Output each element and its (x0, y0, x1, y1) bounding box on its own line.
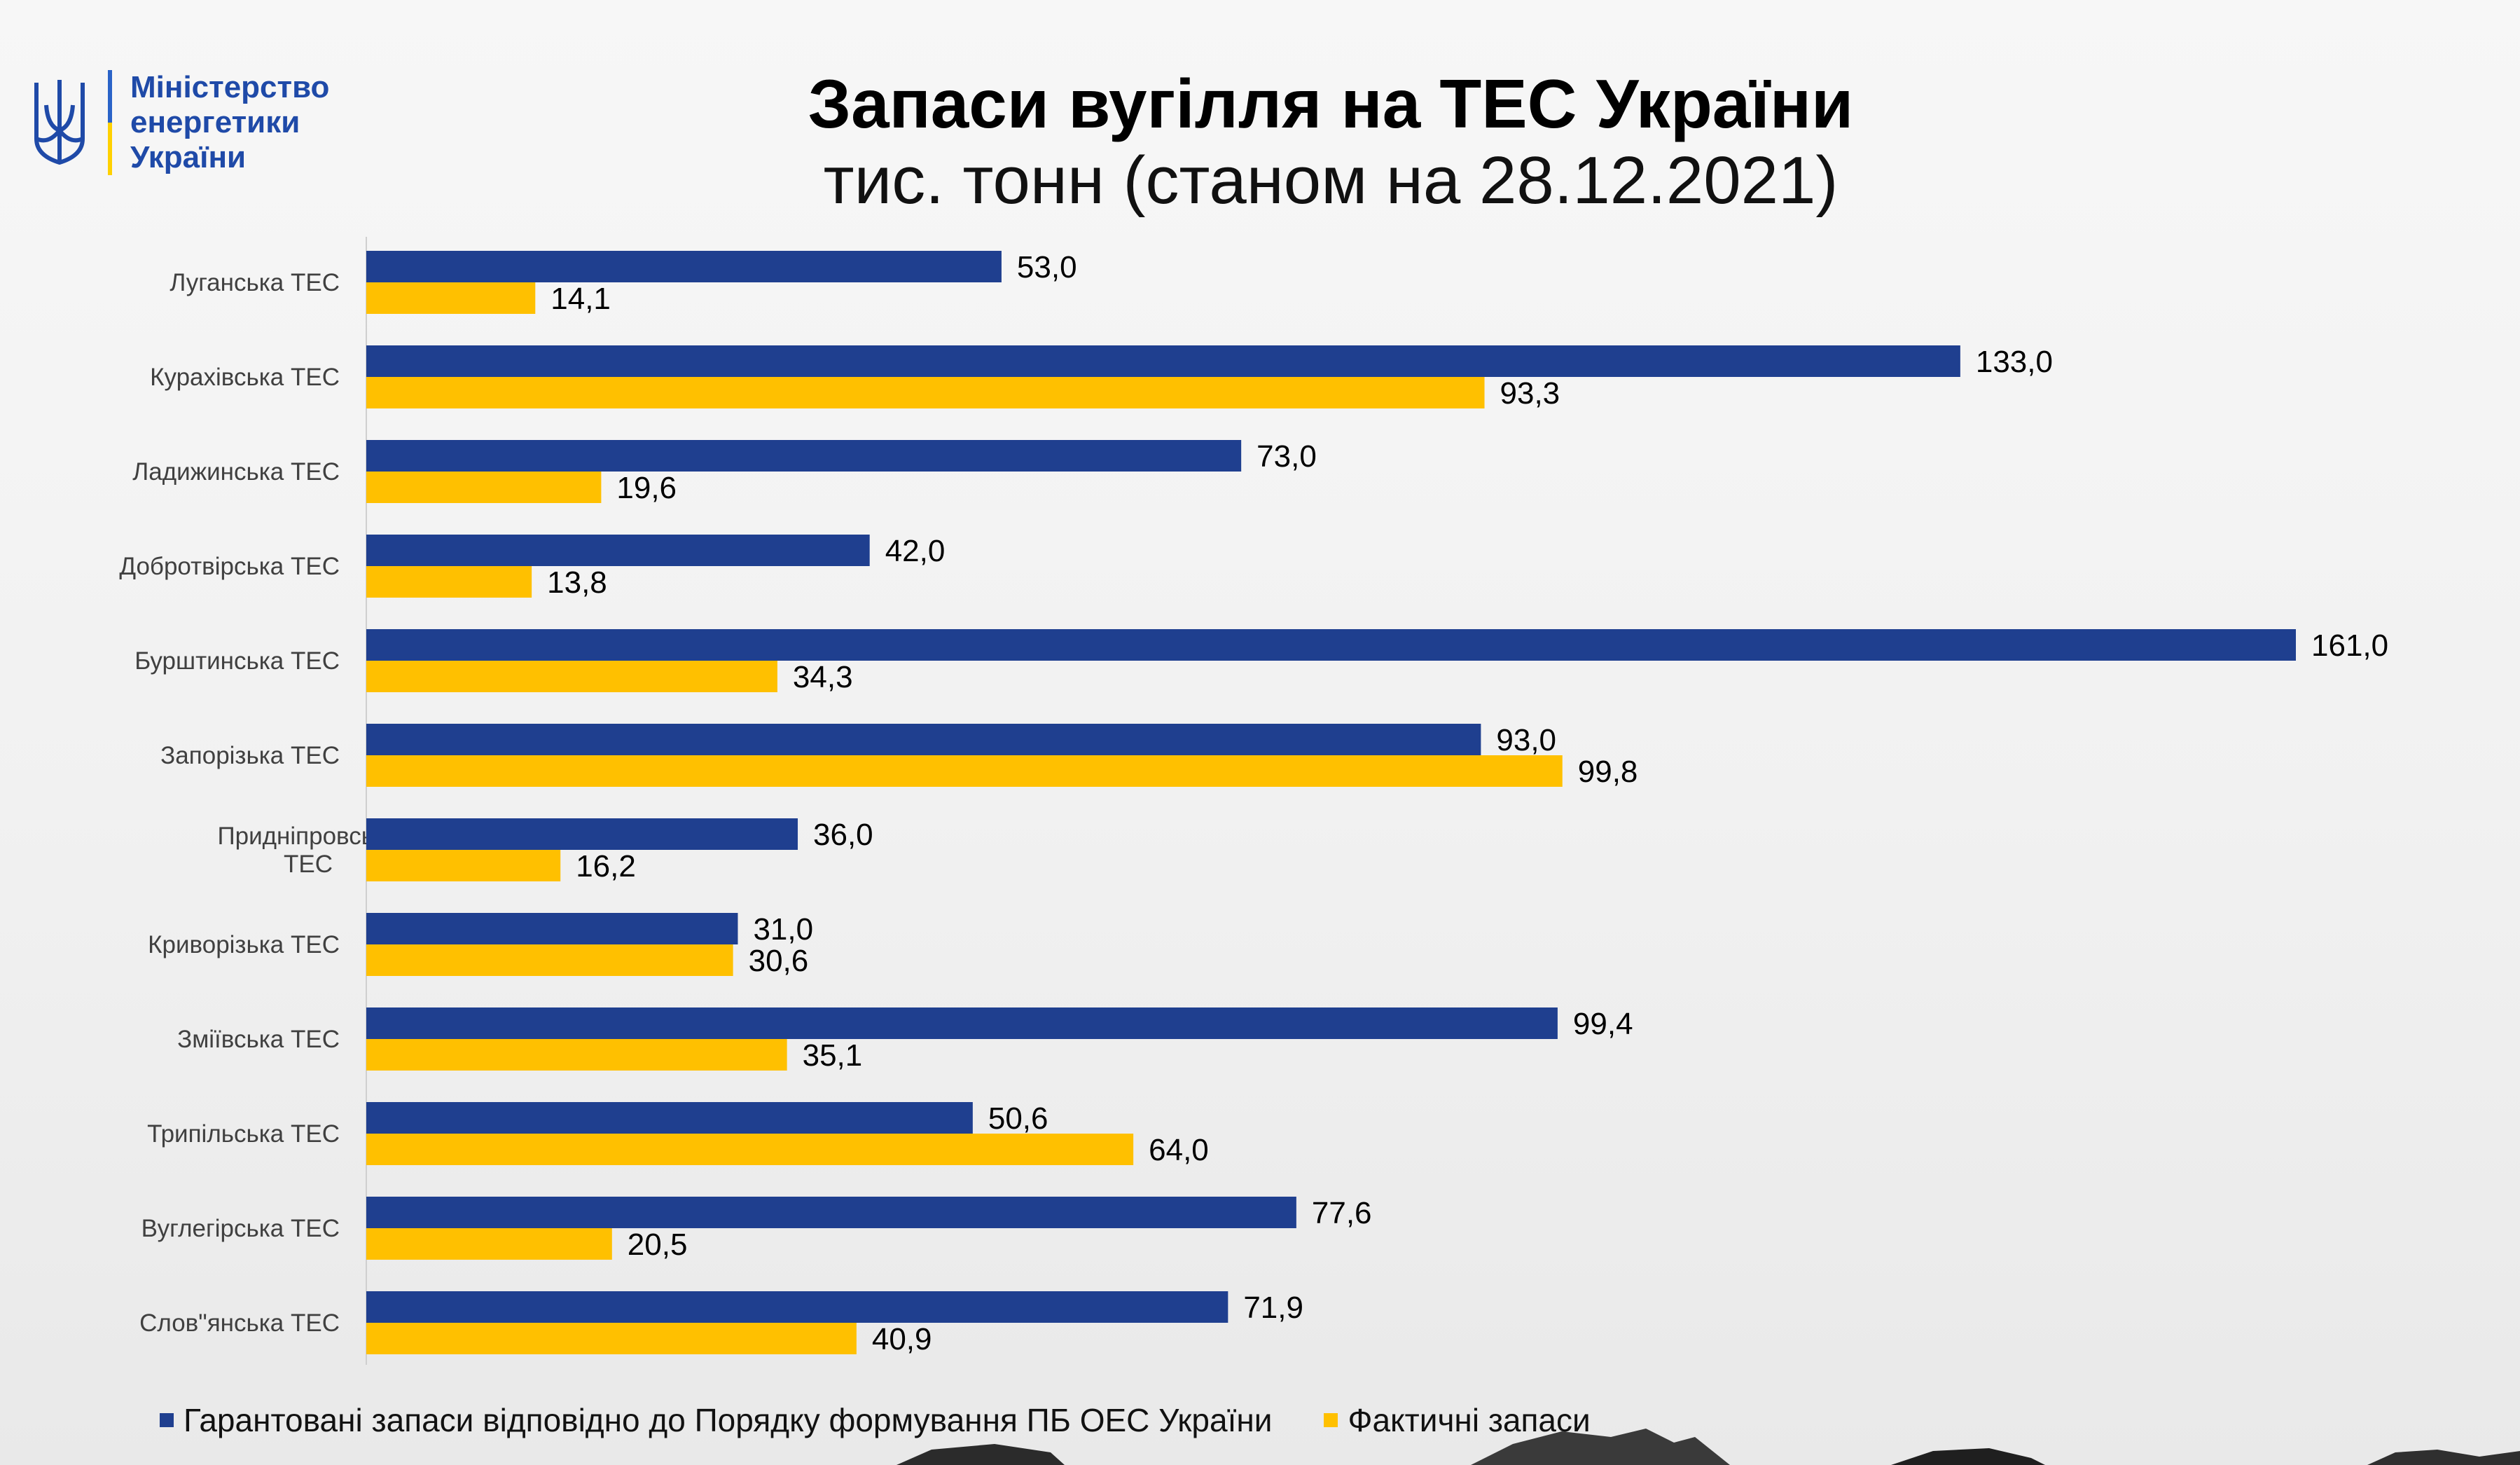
bar-actual (366, 1039, 787, 1071)
value-label-guaranteed: 161,0 (2311, 628, 2388, 663)
category-label-line: Курахівська ТЕС (150, 364, 340, 391)
chart-subtitle: тис. тонн (станом на 28.12.2021) (823, 143, 1839, 218)
category-label-line: Слов"янська ТЕС (139, 1309, 340, 1337)
value-label-actual: 19,6 (616, 471, 677, 505)
value-label-guaranteed: 77,6 (1312, 1196, 1372, 1230)
category-label: Курахівська ТЕС (150, 364, 340, 391)
category-label: Добротвірська ТЕС (119, 553, 340, 580)
value-label-guaranteed: 93,0 (1496, 723, 1556, 757)
bar-actual (366, 1134, 1134, 1165)
category-label: Трипільська ТЕС (147, 1120, 340, 1148)
bar-actual (366, 377, 1485, 408)
value-label-guaranteed: 50,6 (988, 1101, 1048, 1136)
value-label-guaranteed: 53,0 (1017, 250, 1077, 284)
bar-guaranteed (366, 1007, 1558, 1039)
value-label-actual: 14,1 (551, 282, 611, 316)
value-label-guaranteed: 133,0 (1976, 345, 2053, 379)
chart-title: Запаси вугілля на ТЕС України (808, 65, 1854, 142)
category-label: Криворізька ТЕС (148, 931, 340, 958)
bar-guaranteed (366, 535, 870, 566)
legend-item-actual: Фактичні запаси (1324, 1401, 1591, 1439)
bar-actual (366, 1323, 857, 1354)
ministry-name-line-3: України (130, 140, 247, 174)
bar-actual (366, 850, 561, 881)
category-label: Вуглегірська ТЕС (141, 1215, 340, 1242)
bar-actual (366, 472, 602, 503)
bar-actual (366, 661, 777, 692)
category-label-line: Луганська ТЕС (169, 269, 340, 296)
value-label-guaranteed: 36,0 (813, 818, 873, 852)
legend-label-actual: Фактичні запаси (1348, 1402, 1591, 1438)
category-label-line: Криворізька ТЕС (148, 931, 340, 958)
logo-divider (108, 70, 112, 175)
ministry-name-line-2: енергетики (130, 105, 300, 139)
value-label-actual: 13,8 (547, 565, 607, 600)
category-label: Луганська ТЕС (169, 269, 340, 296)
value-label-actual: 40,9 (872, 1322, 932, 1356)
value-label-guaranteed: 73,0 (1256, 439, 1317, 474)
category-label-line: Бурштинська ТЕС (134, 647, 340, 675)
bar-guaranteed (366, 1102, 973, 1134)
category-label-line: Вуглегірська ТЕС (141, 1215, 340, 1242)
ministry-name-line-1: Міністерство (130, 70, 330, 104)
category-label-line: Зміївська ТЕС (177, 1026, 340, 1053)
trident-icon (34, 80, 85, 165)
bar-guaranteed (366, 1291, 1228, 1323)
value-label-actual: 20,5 (628, 1227, 688, 1262)
category-label-line: ТЕС (284, 851, 333, 878)
bar-guaranteed (366, 251, 1002, 282)
bar-guaranteed (366, 1197, 1296, 1228)
value-label-guaranteed: 99,4 (1573, 1007, 1633, 1041)
bar-guaranteed (366, 913, 738, 944)
value-label-actual: 64,0 (1149, 1133, 1209, 1167)
value-label-actual: 99,8 (1578, 755, 1638, 789)
bar-guaranteed (366, 629, 2296, 661)
category-label: Зміївська ТЕС (177, 1026, 340, 1053)
category-label-line: Запорізька ТЕС (160, 742, 340, 769)
category-label-line: Добротвірська ТЕС (119, 553, 340, 580)
value-label-actual: 16,2 (576, 849, 636, 883)
value-label-actual: 30,6 (749, 944, 809, 978)
ministry-name: Міністерство енергетики України (130, 70, 329, 175)
value-label-guaranteed: 42,0 (885, 534, 946, 568)
category-label: Запорізька ТЕС (160, 742, 340, 769)
category-label: Слов"янська ТЕС (139, 1309, 340, 1337)
legend-label-guaranteed: Гарантовані запаси відповідно до Порядку… (184, 1402, 1273, 1438)
category-label-line: Ладижинська ТЕС (132, 458, 340, 486)
legend-swatch-guaranteed (160, 1413, 174, 1427)
value-label-guaranteed: 31,0 (753, 912, 813, 947)
coal-silhouette (896, 1429, 2520, 1465)
chart-legend: Гарантовані запаси відповідно до Порядку… (160, 1401, 1642, 1439)
ministry-logo: Міністерство енергетики України (32, 70, 329, 175)
bar-guaranteed (366, 440, 1242, 472)
bar-actual (366, 944, 733, 976)
bar-guaranteed (366, 724, 1481, 755)
value-label-actual: 93,3 (1500, 376, 1560, 411)
bar-guaranteed (366, 818, 798, 850)
category-label: Ладижинська ТЕС (132, 458, 340, 486)
value-label-actual: 35,1 (803, 1038, 863, 1073)
legend-swatch-actual (1324, 1413, 1338, 1427)
value-label-actual: 34,3 (793, 660, 853, 694)
category-label: Бурштинська ТЕС (134, 647, 340, 675)
bar-actual (366, 282, 536, 314)
legend-item-guaranteed: Гарантовані запаси відповідно до Порядку… (160, 1401, 1272, 1439)
category-label-line: Трипільська ТЕС (147, 1120, 340, 1148)
bar-actual (366, 755, 1563, 787)
bar-actual (366, 566, 532, 598)
bar-guaranteed (366, 345, 1960, 377)
bar-actual (366, 1228, 612, 1260)
value-label-guaranteed: 71,9 (1243, 1291, 1303, 1325)
